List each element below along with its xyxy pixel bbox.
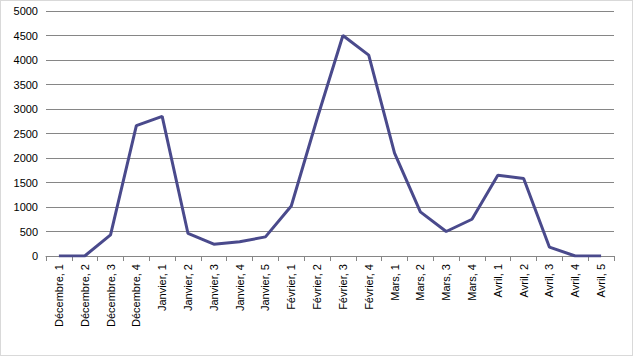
svg-text:Février, 4: Février, 4 — [363, 264, 375, 310]
svg-text:Avril, 2: Avril, 2 — [518, 264, 530, 297]
svg-text:Février, 1: Février, 1 — [285, 264, 297, 310]
svg-text:Décembre, 1: Décembre, 1 — [53, 264, 65, 327]
svg-text:4500: 4500 — [14, 30, 38, 42]
svg-text:3500: 3500 — [14, 79, 38, 91]
svg-text:Avril, 1: Avril, 1 — [492, 264, 504, 297]
svg-text:Décembre, 3: Décembre, 3 — [105, 264, 117, 327]
svg-text:1500: 1500 — [14, 177, 38, 189]
svg-text:Janvier, 5: Janvier, 5 — [259, 264, 271, 311]
svg-text:Mars, 3: Mars, 3 — [440, 264, 452, 301]
svg-text:Janvier, 2: Janvier, 2 — [182, 264, 194, 311]
svg-text:Février, 2: Février, 2 — [311, 264, 323, 310]
svg-text:2500: 2500 — [14, 128, 38, 140]
svg-text:4000: 4000 — [14, 54, 38, 66]
svg-text:Mars, 2: Mars, 2 — [414, 264, 426, 301]
svg-text:Décembre, 2: Décembre, 2 — [79, 264, 91, 327]
svg-text:Avril, 5: Avril, 5 — [595, 264, 607, 297]
svg-text:0: 0 — [32, 250, 38, 262]
svg-text:Décembre, 4: Décembre, 4 — [130, 264, 142, 327]
svg-text:Avril, 4: Avril, 4 — [569, 264, 581, 297]
svg-text:Mars, 1: Mars, 1 — [389, 264, 401, 301]
svg-text:Janvier, 3: Janvier, 3 — [208, 264, 220, 311]
svg-text:Mars, 4: Mars, 4 — [466, 264, 478, 301]
svg-text:500: 500 — [20, 226, 38, 238]
svg-text:1000: 1000 — [14, 201, 38, 213]
svg-text:Février, 3: Février, 3 — [337, 264, 349, 310]
svg-text:Janvier, 4: Janvier, 4 — [234, 264, 246, 311]
svg-text:3000: 3000 — [14, 103, 38, 115]
svg-text:Janvier, 1: Janvier, 1 — [156, 264, 168, 311]
svg-text:Avril, 3: Avril, 3 — [543, 264, 555, 297]
svg-text:5000: 5000 — [14, 5, 38, 17]
svg-text:2000: 2000 — [14, 152, 38, 164]
